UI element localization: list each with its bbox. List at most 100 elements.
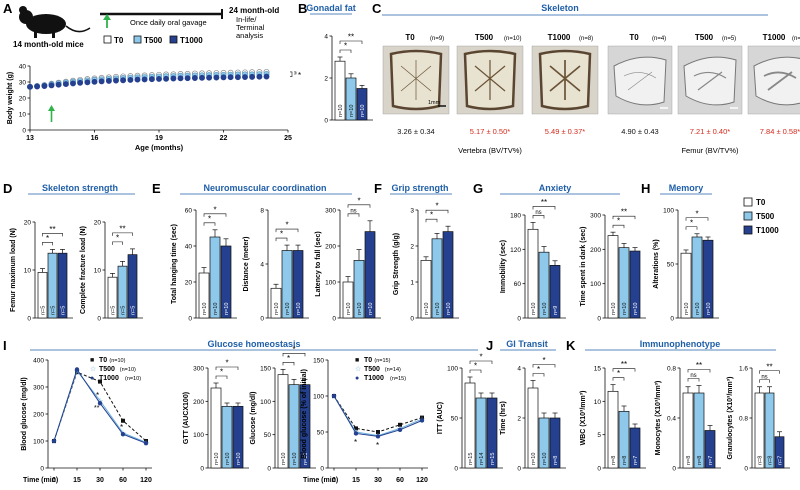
- panel-b-chart: 0 2 4 n=10 n=10 n=10 ***: [324, 33, 373, 125]
- panel-a-point-t1000: [48, 82, 55, 89]
- panel-i-itt-legend-n: (n=15): [390, 376, 406, 382]
- panel-g-1-ytick-label: 120: [510, 247, 521, 254]
- panel-g-1-ylabel: Immobility (sec): [500, 240, 507, 293]
- femur-trabecular: [693, 71, 727, 91]
- panel-f-n-label: n=10: [424, 303, 430, 315]
- panel-i-gtt-sig-bracket-1: [215, 375, 228, 379]
- panel-e-3-ylabel: Latency to fall (sec): [315, 231, 322, 296]
- panel-i-itt-legend-t500: T500: [364, 366, 380, 373]
- panel-e-1-ytick-label: 40: [185, 244, 193, 251]
- panel-i-itt-legend-n: (n=14): [385, 367, 401, 373]
- panel-i-glu-n-label: n=10: [292, 453, 298, 465]
- panel-e-1-n-label: n=10: [213, 303, 219, 315]
- panel-letter-e: E: [152, 181, 161, 196]
- panel-f-sig-1: *: [430, 211, 433, 220]
- panel-g-2-ytick-label: 0: [597, 316, 601, 323]
- panel-g-1-sig-2: **: [541, 198, 547, 207]
- panel-g-1-ytick-label: 60: [514, 281, 522, 288]
- panel-k-1-ylabel: WBC (X10³/mm³): [580, 391, 587, 446]
- panel-e-1-chart: 0 20 40 60 Total hanging time (sec) n=10 n=10 n…: [171, 205, 237, 323]
- panel-i-itt-n-label: n=15: [468, 453, 474, 465]
- fem-n-t1000: (n=4): [792, 36, 800, 42]
- panel-e-2-sig-1: *: [280, 230, 283, 239]
- panel-i-gtt-ytick-label: 200: [33, 412, 44, 419]
- panel-g-2-n-label: n=10: [611, 303, 617, 315]
- panel-k-2-n-label: n=8: [697, 456, 703, 465]
- panel-b-ytick-label: 0: [324, 118, 328, 125]
- panel-d-1-ytick-label: 10: [24, 268, 32, 275]
- panel-b-n-label: n=10: [349, 105, 355, 117]
- panel-f-n-label: n=10: [435, 303, 441, 315]
- panel-e-1-sig-1: *: [208, 214, 211, 223]
- panel-g-2-n-label: n=10: [633, 303, 639, 315]
- panel-i-itt-sig-1: *: [474, 362, 477, 371]
- panel-h-ytick-label: 0: [670, 316, 674, 323]
- panel-e-2-ytick-label: 8: [260, 208, 264, 215]
- panel-a-point-t1000: [242, 74, 248, 80]
- panel-e-title: Neuromuscular coordination: [203, 183, 326, 193]
- panel-b-ytick-label: 4: [324, 34, 328, 41]
- panel-g-1-sig-bracket-2: [532, 206, 556, 210]
- panel-i-itt-ylabel: ITT (AUC): [437, 402, 444, 434]
- panel-b-sig-bracket-1: [339, 49, 352, 53]
- panel-a-xtick-label: 13: [26, 135, 34, 142]
- panel-letter-g: G: [473, 181, 483, 196]
- panel-h-ylabel: Alterations (%): [653, 239, 660, 288]
- panel-a-point-t1000: [156, 76, 162, 82]
- panel-i-itt-ytick-label: 0: [320, 466, 324, 473]
- panel-e-1-n-label: n=10: [202, 303, 208, 315]
- mouse-age-label: 14 month-old mice: [13, 40, 84, 49]
- panel-a-point-t1000: [256, 73, 263, 80]
- panel-a-ytick-label: 30: [19, 80, 27, 87]
- panel-k-3-sig-1: ns: [761, 374, 767, 380]
- vert-n-t1000: (n=8): [579, 36, 593, 42]
- panel-a-xlabel: Age (months): [135, 143, 184, 152]
- panel-i-gtt-ytick-label: 100: [193, 432, 204, 439]
- panel-a-point-t1000: [249, 73, 256, 80]
- panel-a-point-t1000: [148, 76, 155, 83]
- panel-i-gtt-point-t1000: [97, 401, 103, 406]
- panel-a-point-t1000: [55, 81, 62, 88]
- panel-d-2-chart: 0 10 20 Complete fracture load (N) n=5 n=5 n=5…: [80, 220, 143, 323]
- panel-i-gtt-point-t1000: [143, 440, 149, 446]
- panel-j-ytick-label: 2: [517, 416, 521, 423]
- panel-i-itt-ylabel: Blood glucose (% of initial): [301, 369, 308, 459]
- panel-g-2-sig-bracket-1: [612, 224, 625, 229]
- vert-col-t1000: T1000: [548, 33, 571, 42]
- panel-a-point-t1000: [206, 74, 213, 81]
- panel-i-glu-ytick-label: 100: [260, 399, 271, 406]
- panel-d-1-n-label: n=5: [41, 306, 47, 315]
- panel-a-chart: 0 10 20 30 40 13 16 19 22 25 Age (months) Body weig…: [7, 64, 301, 153]
- panel-d-2-sig-bracket-1: [112, 241, 123, 245]
- panel-i-itt-point-t1000: [331, 393, 337, 399]
- panel-f-chart: 0 1 2 3 Grip Strength (g/g) n=10 n=10 n=10 **: [393, 202, 459, 323]
- panel-i-itt-legend-n: (n=15): [374, 358, 390, 364]
- panel-i-itt-sig-15: *: [354, 438, 357, 447]
- panel-e-3-chart: 0 100 200 300 Latency to fall (sec) n=10 n=10 n…: [315, 196, 381, 323]
- panel-h-ytick-label: 100: [663, 208, 674, 215]
- panel-i-gtt-xtick-label: 15: [73, 477, 81, 484]
- panel-k-1-n-label: n=8: [611, 456, 617, 465]
- panel-d-1-ytick-label: 0: [27, 316, 31, 323]
- panel-b-n-label: n=10: [338, 105, 344, 117]
- panel-a-point-t1000: [163, 75, 170, 82]
- panel-i-gtt-legend-n: (n=10): [120, 367, 136, 373]
- panel-a-header: 14 month-old mice Once daily oral gavage…: [13, 6, 279, 49]
- panel-k-2-sig-bracket-1: [687, 378, 700, 382]
- panel-i-gtt-xtick-label: 120: [140, 477, 152, 484]
- panel-a-point-t1000: [77, 79, 84, 86]
- panel-g-2-sig-1: *: [617, 217, 620, 226]
- fem-value-t0: 4.90 ± 0.43: [621, 127, 658, 136]
- panel-k-3-n-label: n=8: [768, 456, 774, 465]
- panel-e-2-ytick-label: 0: [260, 316, 264, 323]
- panel-i-gtt-ytick-label: 0: [200, 466, 204, 473]
- end-age-label: 24 month-old: [229, 6, 279, 15]
- panel-d-1-chart: 0 10 20 Femur maximum load (N) n=5 n=5 n=5 ***: [10, 220, 73, 323]
- panel-h-title: Memory: [669, 183, 704, 193]
- panel-d-2-ytick-label: 20: [94, 220, 102, 227]
- panel-h-n-label: n=10: [684, 303, 690, 315]
- panel-i-gtt-n-label: n=10: [214, 453, 220, 465]
- panel-i-itt-point-t1000: [375, 434, 381, 439]
- panel-i-itt-legend-t0: T0: [364, 357, 372, 364]
